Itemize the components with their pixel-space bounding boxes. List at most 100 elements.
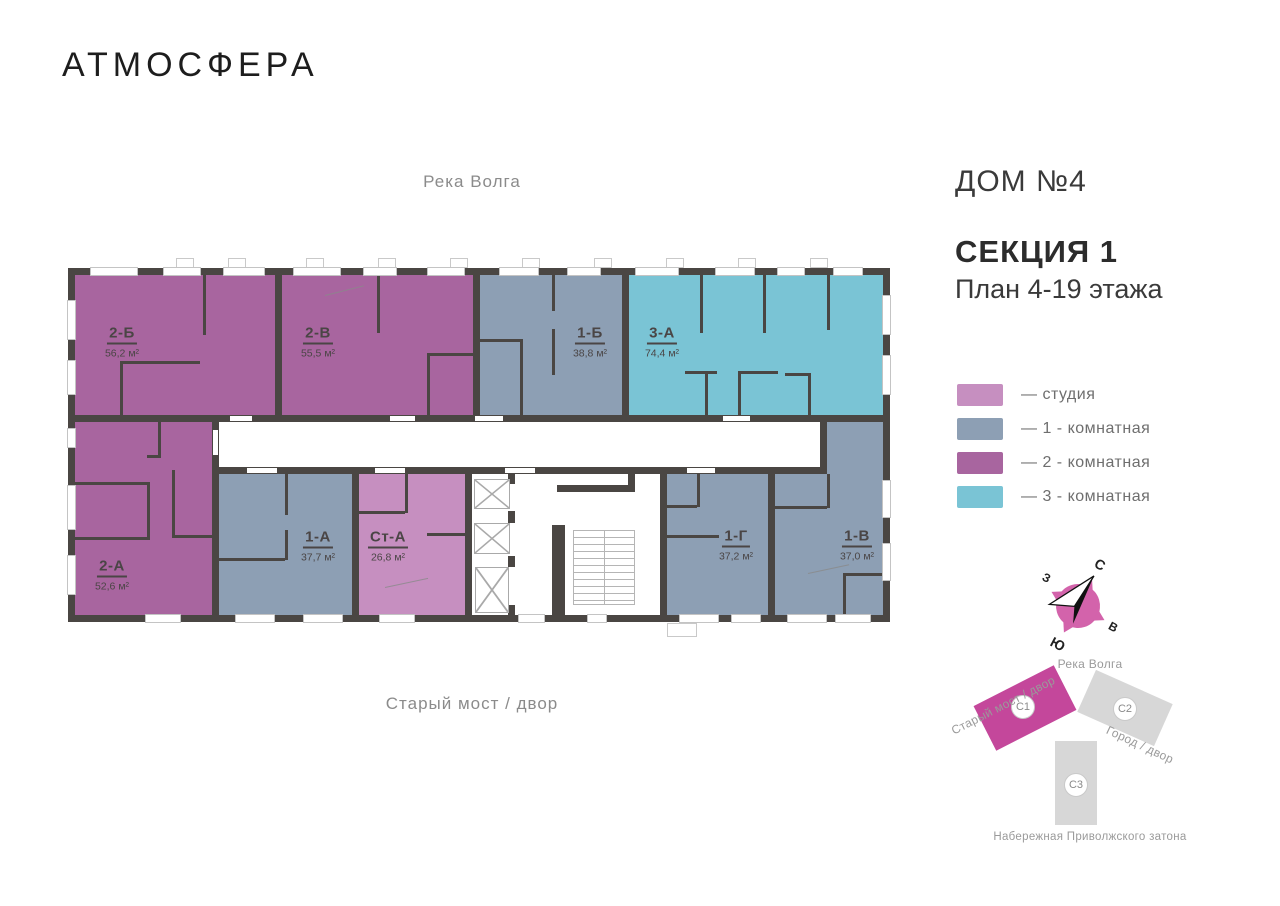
apartment-name: 1-В xyxy=(842,528,872,548)
wall xyxy=(275,275,282,415)
door-opening xyxy=(230,416,252,421)
wall xyxy=(622,275,629,415)
apartment-area: 37,7 м² xyxy=(300,551,336,564)
partition-wall xyxy=(405,474,408,513)
wall xyxy=(557,485,635,492)
window xyxy=(882,295,891,335)
partition-wall xyxy=(480,339,522,342)
legend-swatch xyxy=(957,486,1003,508)
apartment-area: 26,8 м² xyxy=(370,551,406,564)
apartment-name: 1-Б xyxy=(575,325,605,345)
apartment-area: 55,5 м² xyxy=(300,347,336,360)
partition-wall xyxy=(808,373,811,415)
partition-wall xyxy=(75,482,147,485)
door-opening xyxy=(687,468,715,473)
brand-logo: АТМОСФЕРА xyxy=(62,46,319,84)
door-opening xyxy=(390,416,415,421)
apartment-label: 1-А 37,7 м² xyxy=(301,529,335,564)
minimap-building-c2-badge: С2 xyxy=(1113,697,1137,721)
apt-2b xyxy=(75,275,275,415)
partition-wall xyxy=(172,535,212,538)
house-title: ДОМ №4 xyxy=(955,165,1087,198)
window xyxy=(835,614,871,623)
window xyxy=(67,428,76,448)
entrance-porch xyxy=(667,623,697,637)
window xyxy=(67,360,76,395)
floor-range-subtitle: План 4-19 этажа xyxy=(955,274,1163,304)
wall xyxy=(212,422,219,615)
apartment-area: 56,2 м² xyxy=(104,347,140,360)
partition-wall xyxy=(285,530,288,560)
partition-wall xyxy=(827,275,830,330)
partition-wall xyxy=(158,422,161,457)
apartment-label: 2-Б 56,2 м² xyxy=(105,325,139,360)
partition-wall xyxy=(203,275,206,335)
legend-item: — студия xyxy=(957,384,1217,406)
partition-wall xyxy=(667,505,697,508)
legend-label: — 3 - комнатная xyxy=(1021,488,1151,505)
partition-wall xyxy=(520,339,523,415)
staircase xyxy=(573,530,635,605)
partition-wall xyxy=(552,329,555,375)
partition-wall xyxy=(172,470,175,537)
apartment-name: 2-В xyxy=(303,325,333,345)
apartment-label: 2-А 52,6 м² xyxy=(95,558,129,593)
floor-plan: 2-Б 56,2 м² 2-В 55,5 м² 1-Б 38,8 м² 3-А 74,4 м²… xyxy=(67,258,891,637)
door-opening xyxy=(505,468,535,473)
apartment-name: 2-А xyxy=(97,558,127,578)
window xyxy=(518,614,545,623)
apartment-area: 38,8 м² xyxy=(572,347,608,360)
window xyxy=(293,267,341,276)
window xyxy=(715,267,755,276)
partition-wall xyxy=(75,537,150,540)
partition-wall xyxy=(120,361,123,415)
legend: — студия — 1 - комнатная — 2 - комнатная — … xyxy=(957,384,1217,520)
wall xyxy=(508,474,515,484)
window xyxy=(163,267,201,276)
minimap-river-label: Река Волга xyxy=(1057,657,1123,671)
wall xyxy=(508,605,515,615)
window xyxy=(67,555,76,595)
window xyxy=(67,300,76,340)
wall xyxy=(352,474,359,615)
window xyxy=(882,543,891,581)
partition-wall xyxy=(427,353,473,356)
legend-label: — студия xyxy=(1021,386,1096,403)
wall xyxy=(465,474,472,615)
partition-wall xyxy=(843,573,883,576)
wall xyxy=(768,474,775,615)
partition-wall xyxy=(147,455,161,458)
door-opening xyxy=(723,416,750,421)
apartment-label: 3-А 74,4 м² xyxy=(645,325,679,360)
partition-wall xyxy=(120,361,200,364)
apt-2a xyxy=(75,422,212,615)
apartment-name: 1-А xyxy=(303,529,333,549)
window xyxy=(787,614,827,623)
window xyxy=(223,267,265,276)
compass-west-label: З xyxy=(1040,570,1053,586)
partition-wall xyxy=(427,533,465,536)
apt-st-a xyxy=(359,474,465,615)
compass-south-label: Ю xyxy=(1048,634,1068,655)
partition-wall xyxy=(427,353,430,415)
partition-wall xyxy=(705,371,708,415)
legend-item: — 2 - комнатная xyxy=(957,452,1217,474)
partition-wall xyxy=(377,275,380,333)
legend-swatch xyxy=(957,418,1003,440)
elevator-shaft xyxy=(474,479,510,509)
apartment-label: 2-В 55,5 м² xyxy=(301,325,335,360)
section-title: СЕКЦИЯ 1 xyxy=(955,234,1119,269)
partition-wall xyxy=(147,482,150,540)
door-opening xyxy=(213,430,218,455)
apartment-name: 3-А xyxy=(647,325,677,345)
wall xyxy=(508,511,515,523)
partition-wall xyxy=(697,474,700,507)
compass-north-label: С xyxy=(1092,555,1108,574)
window xyxy=(833,267,863,276)
window xyxy=(363,267,397,276)
partition-wall xyxy=(738,371,741,415)
apartment-label: 1-Б 38,8 м² xyxy=(573,325,607,360)
wall xyxy=(508,556,515,567)
compass-rose: С З В Ю xyxy=(1040,555,1121,655)
window xyxy=(303,614,343,623)
